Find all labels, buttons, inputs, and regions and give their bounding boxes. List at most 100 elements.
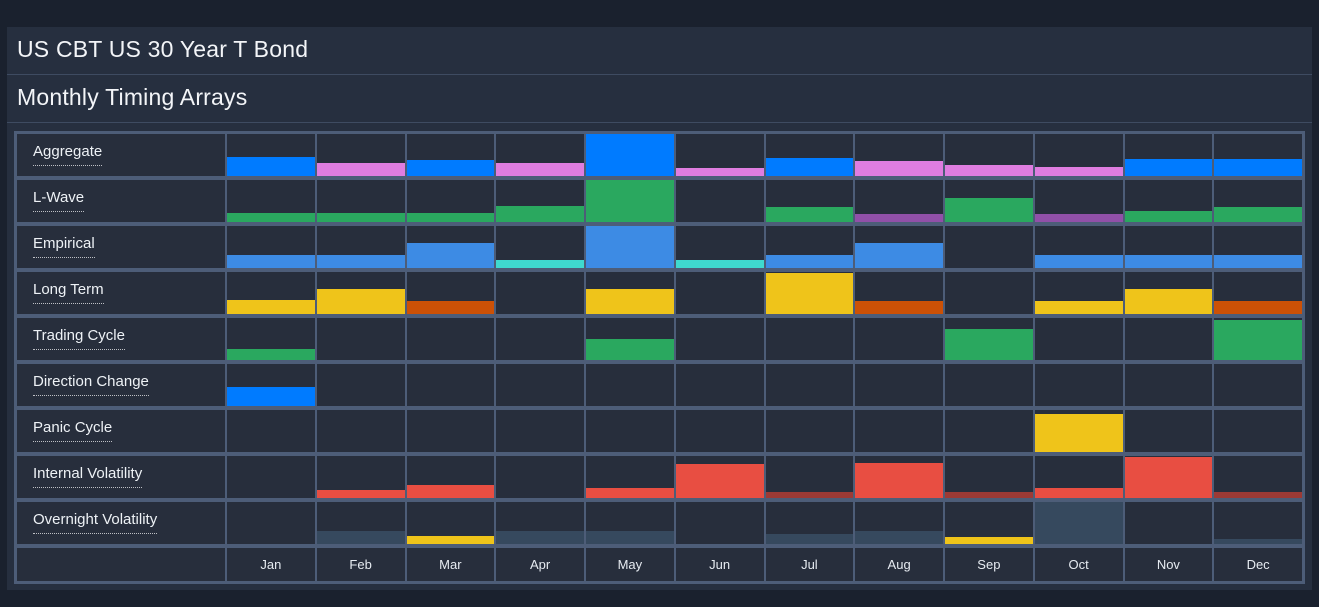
corner-cell [17,548,225,581]
row-label-text[interactable]: Panic Cycle [33,420,113,442]
array-cell-panic-cycle-mar [406,410,495,452]
array-cell-aggregate-jun [675,134,764,176]
array-cell-internal-volatility-apr [496,456,584,498]
row-label-empirical[interactable]: Empirical [17,226,225,268]
row-label-trading-cycle[interactable]: Trading Cycle [17,318,225,360]
green-bar [1214,320,1302,360]
purple-bar [855,213,943,222]
row-label-long-term[interactable]: Long Term [17,272,225,314]
row-label-text[interactable]: Empirical [33,236,95,258]
panel-title: Monthly Timing Arrays [17,84,248,110]
array-cell-overnight-volatility-jun [675,502,764,544]
pink-bar [316,162,405,176]
orange-bar [406,300,495,314]
medblue-bar [1214,255,1302,268]
yellow-bar [406,536,495,544]
array-cell-internal-volatility-sep [945,456,1033,498]
medblue-bar [855,242,943,268]
row-label-direction-change[interactable]: Direction Change [17,364,225,406]
red-bar [586,487,674,498]
blue-bar [1124,159,1213,176]
maroon-bar [1214,492,1302,498]
yellow-bar [227,300,315,314]
array-cell-trading-cycle-jul [765,318,854,360]
array-cell-l-wave-feb [316,180,405,222]
red-bar [1034,487,1123,498]
medblue-bar [1034,255,1123,268]
green-bar [765,206,854,222]
row-label-overnight-volatility[interactable]: Overnight Volatility [17,502,225,544]
array-cell-panic-cycle-sep [945,410,1033,452]
row-label-text[interactable]: Direction Change [33,374,149,396]
array-cell-panic-cycle-jun [675,410,764,452]
blue-bar [1214,159,1302,176]
red-bar [406,485,495,498]
blue-bar [227,387,315,406]
row-label-text[interactable]: Long Term [33,282,104,304]
array-cell-empirical-oct [1034,226,1123,268]
array-cell-overnight-volatility-apr [496,502,584,544]
month-header-feb: Feb [316,548,405,581]
array-cell-long-term-mar [406,272,495,314]
array-cell-overnight-volatility-sep [945,502,1033,544]
array-cell-direction-change-jan [227,364,315,406]
row-label-panic-cycle[interactable]: Panic Cycle [17,410,225,452]
array-cell-trading-cycle-jan [227,318,315,360]
array-cell-long-term-sep [945,272,1033,314]
array-cell-direction-change-apr [496,364,584,406]
array-cell-aggregate-jul [765,134,854,176]
maroon-bar [765,492,854,498]
array-cell-aggregate-nov [1124,134,1213,176]
green-bar [227,349,315,360]
red-bar [855,462,943,498]
array-cell-direction-change-may [586,364,674,406]
row-label-text[interactable]: Trading Cycle [33,328,125,350]
array-cell-long-term-aug [855,272,943,314]
month-header-dec: Dec [1214,548,1302,581]
row-label-text[interactable]: L-Wave [33,190,85,212]
purple-bar [1034,213,1123,222]
array-cell-long-term-apr [496,272,584,314]
array-cell-aggregate-may [586,134,674,176]
pink-bar [855,160,943,176]
array-cell-aggregate-feb [316,134,405,176]
row-label-text[interactable]: Internal Volatility [33,466,143,488]
array-cell-empirical-jan [227,226,315,268]
medblue-bar [1124,255,1213,268]
green-bar [316,212,405,222]
row-label-aggregate[interactable]: Aggregate [17,134,225,176]
yellow-bar [765,273,854,314]
array-cell-long-term-jun [675,272,764,314]
slate-bar [496,531,584,544]
array-cell-internal-volatility-aug [855,456,943,498]
divider [7,122,1312,123]
row-label-l-wave[interactable]: L-Wave [17,180,225,222]
slate-bar [1214,538,1302,544]
pink-bar [945,165,1033,176]
array-cell-long-term-may [586,272,674,314]
array-cell-empirical-sep [945,226,1033,268]
row-label-internal-volatility[interactable]: Internal Volatility [17,456,225,498]
array-cell-l-wave-jan [227,180,315,222]
array-cell-trading-cycle-sep [945,318,1033,360]
array-cell-l-wave-mar [406,180,495,222]
array-cell-overnight-volatility-mar [406,502,495,544]
yellow-bar [945,537,1033,544]
row-label-text[interactable]: Overnight Volatility [33,512,158,534]
row-label-text[interactable]: Aggregate [33,144,103,166]
yellow-bar [316,288,405,314]
array-cell-empirical-aug [855,226,943,268]
array-cell-panic-cycle-may [586,410,674,452]
array-cell-long-term-oct [1034,272,1123,314]
array-cell-trading-cycle-dec [1214,318,1302,360]
month-header-jan: Jan [227,548,315,581]
array-cell-panic-cycle-feb [316,410,405,452]
array-cell-direction-change-jun [675,364,764,406]
slate-bar [586,531,674,544]
array-cell-direction-change-nov [1124,364,1213,406]
medblue-bar [765,255,854,268]
array-cell-internal-volatility-nov [1124,456,1213,498]
array-cell-trading-cycle-mar [406,318,495,360]
slate-bar [765,533,854,544]
yellow-bar [1124,288,1213,314]
